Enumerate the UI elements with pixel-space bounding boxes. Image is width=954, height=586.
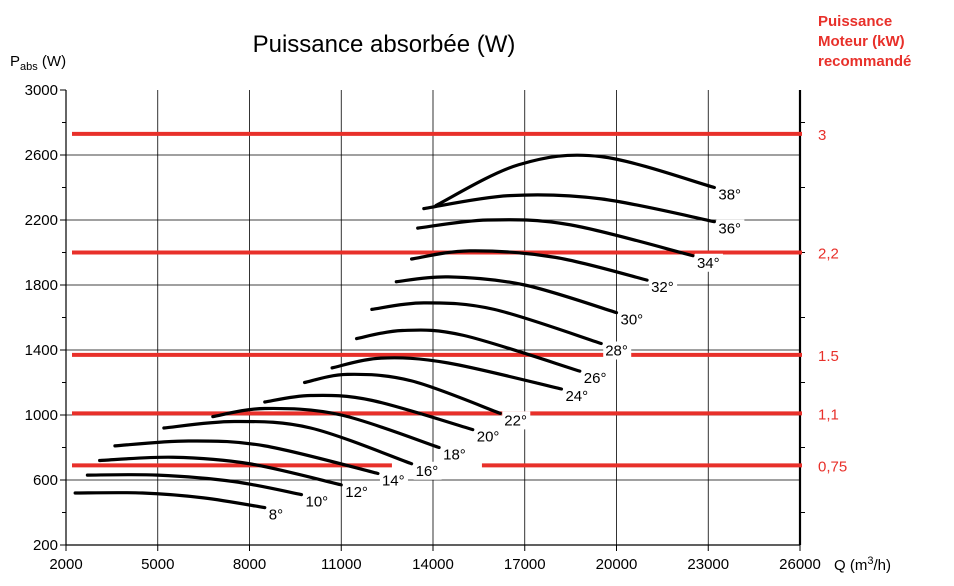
curve-24deg <box>330 356 564 391</box>
curve-16deg <box>162 419 414 466</box>
curve-label-30deg: 30° <box>621 312 644 329</box>
y-tick-label: 600 <box>33 472 58 489</box>
curve-label-bg <box>603 341 632 360</box>
curve-18deg <box>211 406 441 450</box>
curve-label-32deg: 32° <box>651 279 674 296</box>
y-axis-label: Pabs (W) <box>10 53 66 73</box>
motor-power-lines: 3 2,2 1.5 1,1 0,75 <box>72 127 847 475</box>
curve-34deg <box>416 218 695 258</box>
curve-label-20deg: 20° <box>477 429 500 446</box>
axes <box>60 89 805 551</box>
y-tick-label: 200 <box>33 537 58 554</box>
x-tick-label: 2000 <box>49 556 82 573</box>
curve-8deg <box>73 491 267 510</box>
y-axis-label-main: P <box>10 53 20 70</box>
x-tick-labels: 2000 5000 8000 11000 14000 17000 20000 23000 260… <box>49 556 821 573</box>
curve-36deg <box>422 193 716 224</box>
curve-label-8deg: 8° <box>269 507 283 524</box>
curve-label-bg <box>563 387 592 405</box>
y-tick-labels: 200 600 1000 1400 1800 2200 2600 3000 <box>25 82 58 554</box>
curve-label-bg <box>649 278 678 297</box>
x-tick-label: 17000 <box>504 556 546 573</box>
right-title-line-2: Moteur (kW) <box>818 33 905 50</box>
y-axis-label-sub: abs <box>20 61 38 73</box>
curve-label-bg <box>716 219 745 238</box>
x-tick-label: 20000 <box>596 556 638 573</box>
chart-title: Puissance absorbée (W) <box>253 31 516 58</box>
y-tick-label: 1400 <box>25 342 58 359</box>
curve-label-bg <box>581 369 610 388</box>
motor-tick-label: 1.5 <box>818 348 839 365</box>
y-tick-label: 3000 <box>25 82 58 99</box>
curve-label-bg <box>266 505 295 524</box>
curve-14deg <box>113 439 380 476</box>
curve-label-bg <box>716 185 745 204</box>
curve-label-16deg: 16° <box>416 463 439 480</box>
x-tick-label: 11000 <box>321 556 362 573</box>
curve-label-bg <box>441 445 470 464</box>
y-tick-label: 1800 <box>25 277 58 294</box>
curve-label-36deg: 36° <box>718 221 741 238</box>
y-tick-label: 2200 <box>25 212 58 229</box>
curve-label-14deg: 14° <box>382 473 405 490</box>
curve-label-bg <box>694 253 723 272</box>
x-axis-label-end: /h) <box>873 557 891 574</box>
curve-label-bg <box>343 482 372 501</box>
motor-tick-label: 3 <box>818 127 826 144</box>
curve-labels: 8° 10° 12° 14° 16°18° 20°22° 24°26° 28° 30° 32° 34… <box>266 185 745 524</box>
curve-label-bg <box>474 427 503 446</box>
curve-label-12deg: 12° <box>345 484 368 501</box>
curve-label-28deg: 28° <box>605 343 628 360</box>
y-axis-label-unit: (W) <box>38 53 66 70</box>
curve-label-38deg: 38° <box>718 187 741 204</box>
y-tick-label: 2600 <box>25 147 58 164</box>
curve-label-bg <box>379 471 408 490</box>
x-tick-label: 26000 <box>779 556 821 573</box>
curve-22deg <box>302 372 502 415</box>
x-tick-label: 23000 <box>687 556 729 573</box>
curve-label-bg <box>303 492 332 511</box>
curve-label-bg <box>618 310 647 329</box>
right-axis-title: Puissance Moteur (kW) recommandé <box>818 13 911 70</box>
y-tick-label: 1000 <box>25 407 58 424</box>
right-title-line-3: recommandé <box>818 53 911 70</box>
curve-label-24deg: 24° <box>565 388 588 405</box>
curve-label-bg <box>413 461 442 480</box>
curve-26deg <box>354 328 582 373</box>
curve-20deg <box>263 393 475 432</box>
x-tick-label: 5000 <box>141 556 174 573</box>
curve-28deg <box>370 301 603 346</box>
x-axis-label-main: Q (m <box>834 557 867 574</box>
curve-10deg <box>85 473 304 497</box>
curve-label-10deg: 10° <box>305 494 328 511</box>
curve-label-bg <box>502 411 531 430</box>
curve-label-22deg: 22° <box>504 412 527 429</box>
curve-38deg <box>434 153 716 207</box>
curve-label-34deg: 34° <box>697 255 720 272</box>
curve-12deg <box>98 455 343 487</box>
right-title-line-1: Puissance <box>818 13 892 30</box>
curve-30deg <box>394 275 619 315</box>
motor-tick-label: 0,75 <box>818 458 847 475</box>
motor-tick-label: 2,2 <box>818 246 839 263</box>
curve-label-18deg: 18° <box>443 447 466 464</box>
curve-label-26deg: 26° <box>584 370 607 387</box>
curve-32deg <box>409 249 649 282</box>
power-curves <box>73 153 716 510</box>
x-tick-label: 8000 <box>233 556 266 573</box>
x-tick-label: 14000 <box>412 556 454 573</box>
x-axis-label: Q (m3/h) <box>834 555 891 574</box>
motor-tick-label: 1,1 <box>818 406 839 423</box>
x-axis-label-sup: 3 <box>867 555 873 567</box>
